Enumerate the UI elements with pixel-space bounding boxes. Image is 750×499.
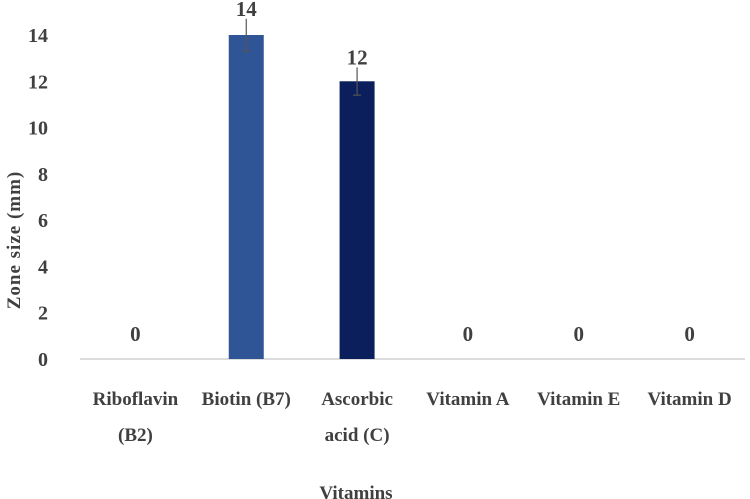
y-tick-label: 6: [38, 210, 48, 232]
x-tick-label: acid (C): [325, 425, 390, 446]
data-label: 0: [130, 322, 141, 346]
y-tick-label: 12: [28, 71, 48, 93]
x-tick-label: (B2): [118, 425, 153, 446]
x-axis-label: Vitamins: [319, 483, 392, 499]
data-label: 14: [236, 0, 258, 21]
y-axis-label: Zone size (mm): [4, 171, 25, 310]
bar: [339, 81, 375, 360]
x-tick-label: Riboflavin: [93, 389, 179, 410]
y-tick-label: 14: [28, 25, 48, 47]
y-tick-label: 4: [38, 256, 48, 278]
y-tick-label: 0: [38, 349, 48, 371]
x-tick-label: Biotin (B7): [202, 389, 291, 410]
data-label: 12: [347, 45, 368, 69]
x-tick-label: Vitamin E: [537, 389, 620, 410]
y-tick-label: 10: [28, 118, 48, 140]
data-label: 0: [684, 322, 695, 346]
bar: [228, 35, 264, 359]
data-label: 0: [574, 322, 585, 346]
x-tick-label: Vitamin D: [647, 389, 731, 410]
x-tick-label: Vitamin A: [426, 389, 509, 410]
x-tick-label: Ascorbic: [321, 389, 393, 410]
data-label: 0: [463, 322, 474, 346]
y-tick-label: 2: [38, 303, 48, 325]
y-tick-label: 8: [38, 164, 48, 186]
